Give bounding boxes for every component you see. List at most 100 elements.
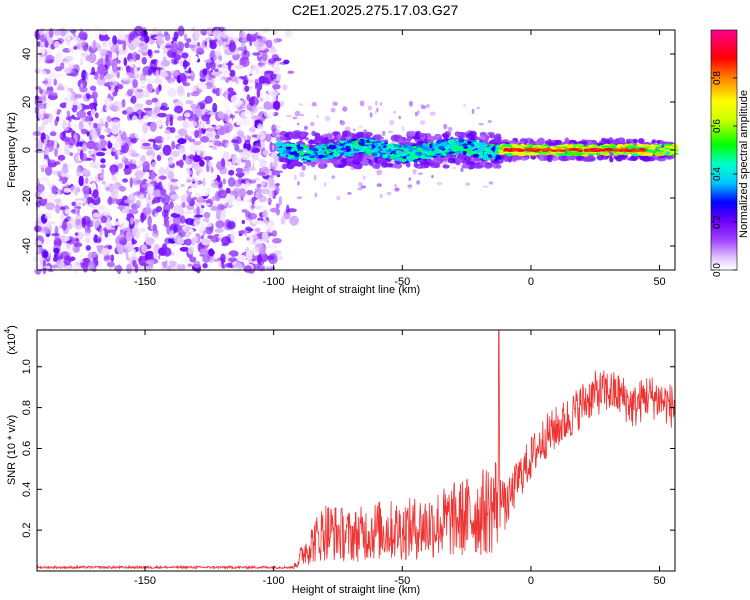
noise-blob — [226, 220, 236, 230]
noise-blob — [199, 150, 207, 159]
noise-blob — [179, 44, 183, 48]
band-blob — [406, 157, 410, 161]
colorbar-step — [711, 162, 737, 165]
colorbar-step — [711, 122, 737, 125]
band-blob — [609, 156, 614, 163]
noise-blob — [278, 195, 283, 206]
noise-blob — [201, 40, 207, 49]
colorbar-step — [711, 238, 737, 241]
noise-blob — [37, 98, 44, 109]
noise-blob — [140, 155, 146, 162]
noise-blob — [252, 246, 259, 255]
noise-blob — [232, 53, 240, 61]
noise-blob — [237, 213, 243, 217]
noise-blob — [43, 118, 50, 124]
noise-blob — [176, 86, 185, 94]
noise-blob — [119, 47, 128, 55]
noise-blob — [33, 225, 42, 233]
noise-blob — [119, 228, 124, 236]
noise-blob — [34, 156, 42, 164]
noise-blob — [237, 254, 247, 263]
noise-blob — [58, 123, 63, 132]
noise-blob — [182, 120, 189, 129]
band-blob — [483, 147, 491, 152]
band-peak — [590, 149, 595, 152]
band-blob — [474, 146, 479, 149]
noise-blob — [225, 142, 230, 148]
noise-blob — [105, 72, 112, 82]
colorbar-step — [711, 214, 737, 217]
noise-blob — [79, 149, 84, 161]
noise-blob — [105, 172, 113, 182]
noise-blob — [379, 193, 384, 199]
noise-blob — [123, 167, 132, 175]
noise-blob — [95, 238, 102, 244]
colorbar-step — [711, 60, 737, 63]
noise-blob — [104, 121, 109, 129]
noise-blob — [267, 102, 273, 111]
noise-blob — [44, 147, 50, 155]
y-tick-label: 0.8 — [21, 400, 33, 415]
band-blob — [455, 162, 461, 166]
noise-blob — [111, 52, 118, 59]
noise-blob — [314, 192, 318, 198]
noise-blob — [285, 204, 290, 214]
noise-blob — [92, 218, 100, 229]
noise-blob — [251, 154, 255, 159]
noise-blob — [169, 229, 174, 240]
noise-blob — [210, 179, 218, 184]
noise-blob — [142, 115, 150, 120]
noise-blob — [215, 87, 221, 97]
noise-blob — [140, 212, 145, 224]
spectrogram-noise-layer — [32, 25, 494, 275]
noise-blob — [154, 35, 164, 40]
noise-blob — [245, 250, 253, 260]
colorbar-step — [711, 268, 737, 271]
noise-blob — [94, 112, 99, 119]
band-blob — [353, 143, 358, 146]
noise-blob — [221, 66, 225, 73]
noise-blob — [220, 253, 226, 264]
band-blob — [383, 154, 389, 159]
noise-blob — [203, 59, 214, 63]
colorbar-step — [711, 132, 737, 135]
noise-blob — [222, 133, 232, 141]
noise-blob — [202, 68, 208, 76]
colorbar-step — [711, 130, 737, 133]
band-blob — [497, 149, 504, 152]
colorbar-step — [711, 62, 737, 65]
band-blob — [420, 145, 426, 149]
noise-blob — [227, 87, 234, 93]
noise-blob — [232, 261, 243, 273]
noise-blob — [198, 84, 207, 90]
noise-blob — [219, 197, 229, 204]
noise-blob — [150, 170, 156, 181]
noise-blob — [67, 90, 72, 100]
snr-ylabel: SNR (10 * v/v) — [6, 415, 18, 485]
noise-blob — [382, 130, 386, 136]
band-blob — [546, 155, 553, 163]
noise-blob — [197, 128, 202, 138]
band-blob — [413, 162, 419, 168]
band-blob — [374, 136, 384, 140]
noise-blob — [172, 248, 178, 253]
band-blob — [398, 153, 407, 157]
noise-blob — [143, 207, 152, 217]
band-peak — [570, 148, 577, 151]
noise-blob — [185, 100, 194, 105]
band-blob — [380, 160, 388, 168]
noise-blob — [465, 182, 470, 186]
band-blob — [314, 151, 318, 156]
colorbar-step — [711, 48, 737, 51]
noise-blob — [97, 246, 103, 251]
band-blob — [630, 155, 639, 161]
noise-blob — [272, 100, 281, 110]
noise-blob — [145, 237, 155, 246]
noise-blob — [143, 107, 153, 111]
noise-blob — [146, 83, 153, 91]
colorbar-step — [711, 128, 737, 131]
snr-series-line — [36, 329, 676, 570]
noise-blob — [101, 248, 111, 256]
noise-blob — [187, 246, 195, 255]
